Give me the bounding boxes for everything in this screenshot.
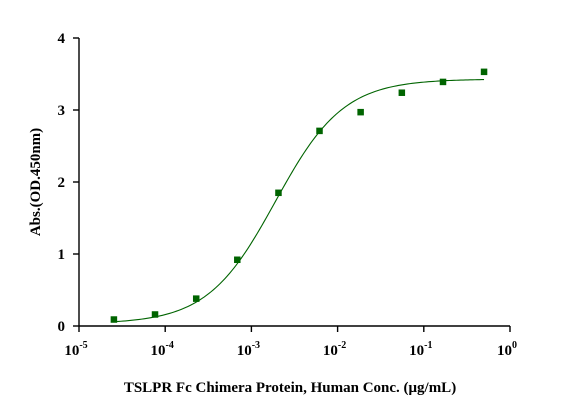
data-point [398,89,406,96]
x-axis-title: TSLPR Fc Chimera Protein, Human Conc. (μ… [124,380,456,396]
x-tick-base: 10 [151,343,166,359]
data-point [110,316,118,323]
data-point [439,78,447,86]
x-tick-exponent: -1 [424,340,432,351]
y-tick-label: 3 [58,103,66,119]
x-tick-exponent: -4 [166,340,174,351]
x-tick-exponent: -5 [79,340,87,351]
x-tick-base: 10 [64,343,79,359]
y-tick-label: 0 [58,319,66,335]
x-tick-exponent: 0 [512,340,517,351]
x-tick-base: 10 [497,343,512,359]
x-tick-label: 100 [497,340,517,359]
x-tick-base: 10 [409,343,424,359]
data-point [480,68,488,76]
fit-curve [113,79,485,323]
y-tick-label: 4 [58,31,66,47]
y-axis-title: Abs.(OD.450nm) [28,128,44,236]
data-point [357,108,364,116]
data-point [192,295,200,302]
x-tick-base: 10 [237,343,252,359]
x-tick-exponent: -2 [338,340,346,351]
x-tick-label: 10-3 [237,340,260,359]
data-point [234,256,241,264]
y-tick-label: 1 [58,247,66,263]
x-tick-label: 10-2 [323,340,346,359]
x-tick-label: 10-1 [409,340,432,359]
data-points [110,68,488,323]
x-tick-exponent: -3 [252,340,260,351]
x-tick-base: 10 [323,343,338,359]
x-tick-label: 10-4 [151,340,174,359]
data-point [316,127,323,135]
data-point [275,189,282,197]
y-tick-label: 2 [58,175,66,191]
x-tick-label: 10-5 [64,340,87,359]
data-point [151,311,159,318]
